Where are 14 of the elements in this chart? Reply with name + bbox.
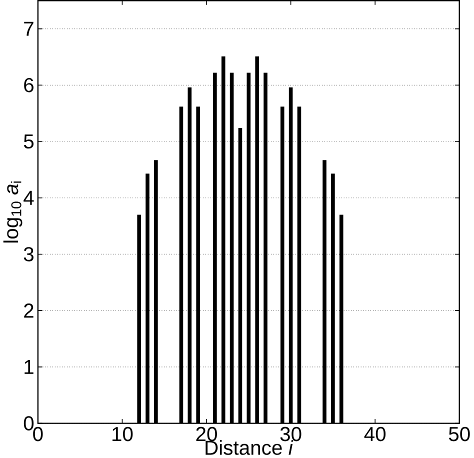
y-tick-label: 0 (24, 416, 34, 430)
y-tick-label: 2 (24, 303, 34, 318)
x-tick-label: 10 (112, 426, 133, 442)
y-tick-label: 6 (24, 78, 34, 92)
y-tick-label: 3 (24, 246, 34, 262)
x-tick-label: 40 (364, 426, 386, 442)
y-tick-label: 5 (24, 134, 34, 148)
y-axis-title: log$_{10}$ a$_{i}$ (3, 181, 22, 242)
y-tick-label: 7 (24, 22, 34, 36)
y-tick-label: 4 (24, 190, 34, 205)
x-tick-label: 50 (448, 426, 470, 442)
x-tick-label: 20 (196, 426, 217, 442)
y-tick-label: 1 (24, 360, 34, 374)
x-tick-label: 30 (280, 426, 302, 442)
